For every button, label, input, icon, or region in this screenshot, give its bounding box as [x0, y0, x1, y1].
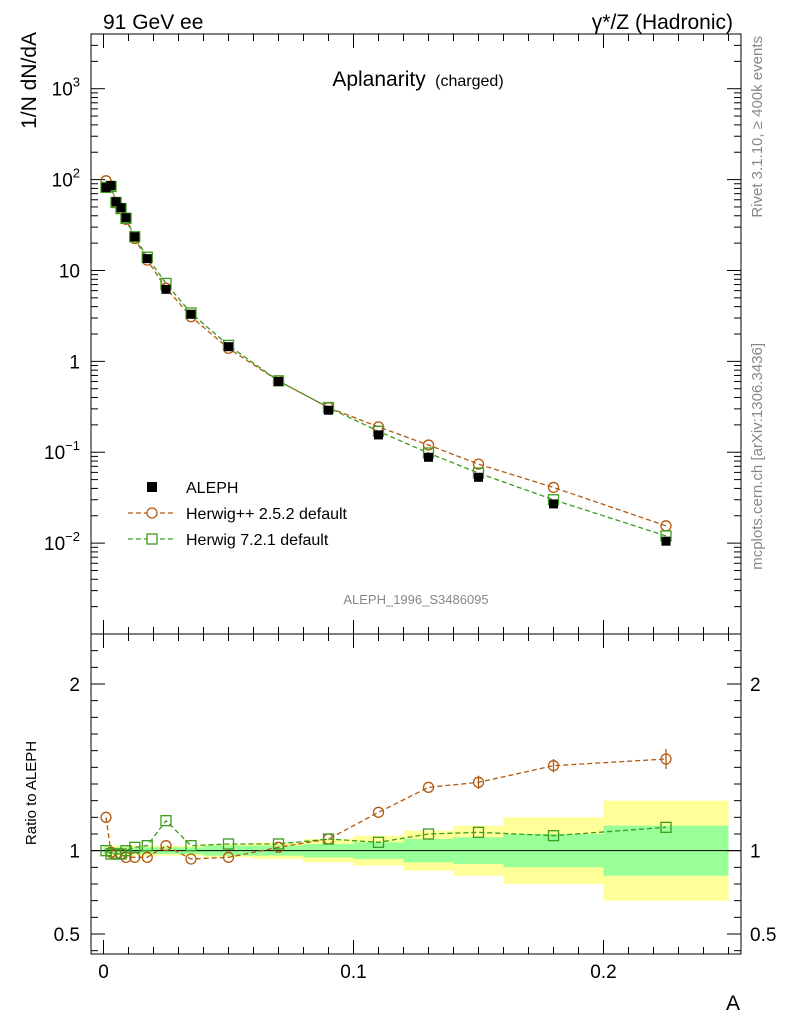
herwig7-ratio-point [222, 838, 235, 850]
herwigpp-ratio-point [160, 840, 172, 852]
y-tick-label: 103 [52, 75, 80, 101]
aleph-point [111, 197, 121, 207]
x-tick-label: 0 [98, 962, 109, 983]
herwigpp-point [547, 481, 560, 494]
x-tick-label: 0.2 [590, 962, 616, 983]
herwigpp-ratio-point [422, 781, 435, 793]
herwig7-ratio-point [422, 828, 435, 840]
aleph-point [424, 452, 433, 462]
main-panel-points [100, 175, 672, 546]
aleph-point [549, 499, 558, 509]
aleph-point [161, 284, 171, 294]
legend-marker-aleph [147, 482, 157, 492]
plot-frames: 0 0.1 0.2 10−2 10−1 1 10 102 103 0.5 0.5 1 1 2 2 [44, 33, 776, 983]
ratio-y-tick-label-right: 1 [750, 842, 761, 863]
herwig7-ratio-point [141, 840, 153, 852]
herwig7-ratio-point [372, 836, 385, 848]
aleph-point [101, 182, 111, 192]
y-tick-label: 102 [52, 166, 80, 192]
x-axis-label: A [726, 992, 740, 1015]
herwigpp-ratio-point [660, 753, 672, 765]
herwig7-ratio-point [129, 841, 141, 853]
ratio-y-axis-label: Ratio to ALEPH [23, 741, 40, 845]
y-tick-label: 10−2 [44, 529, 80, 555]
herwigpp-point [472, 458, 485, 470]
herwig7-ratio-point [472, 826, 485, 838]
legend: ALEPH Herwig++ 2.5.2 default Herwig 7.2.1 … [128, 480, 348, 549]
legend-marker-herwig7 [146, 533, 158, 545]
ratio-y-tick-label-right: 0.5 [750, 925, 776, 946]
rivet-label: Rivet 3.1.10, ≥ 400k events [749, 36, 766, 218]
legend-marker-herwigpp [146, 507, 158, 519]
ratio-y-tick-label: 1 [69, 842, 80, 863]
aleph-point [142, 254, 152, 264]
aleph-point [661, 536, 671, 546]
plot-title: Aplanarity (charged) [332, 68, 503, 91]
herwig7-ratio-point [660, 821, 672, 833]
aleph-point [121, 213, 131, 223]
herwigpp-point [660, 520, 672, 532]
legend-label-0: Herwig++ 2.5.2 default [186, 506, 348, 523]
herwigpp-ratio-point [141, 851, 153, 863]
herwig7-ratio-point [547, 830, 560, 842]
aleph-point [474, 472, 483, 482]
aleph-point [130, 232, 140, 242]
plot-title-main: Aplanarity [332, 68, 426, 91]
herwig7-point [129, 231, 141, 243]
ratio-frame [90, 633, 742, 955]
herwigpp-ratio-point [100, 811, 112, 823]
header-right: γ*/Z (Hadronic) [592, 11, 733, 34]
aleph-point [186, 309, 196, 319]
herwig7-ratio-point [160, 815, 172, 827]
herwigpp-ratio-point [372, 806, 385, 818]
aleph-point [374, 430, 383, 440]
aleph-point [274, 377, 283, 387]
y-tick-label: 10 [59, 261, 80, 282]
mcplots-label: mcplots.cern.ch [arXiv:1306.3436] [749, 343, 766, 570]
header-left: 91 GeV ee [103, 11, 203, 34]
y-tick-label: 1 [69, 352, 80, 373]
aleph-point [116, 203, 126, 213]
plot-title-suffix: (charged) [435, 73, 503, 90]
ratio-panel-points [100, 749, 672, 865]
herwig7-ratio-point [272, 838, 285, 850]
watermark: ALEPH_1996_S3486095 [343, 592, 488, 607]
ratio-y-tick-label: 0.5 [54, 925, 80, 946]
aleph-point [324, 405, 333, 415]
y-tick-label: 10−1 [44, 438, 80, 464]
ratio-y-tick-label: 2 [69, 675, 80, 696]
aleph-point [106, 181, 116, 191]
herwigpp-ratio-point [472, 776, 485, 788]
y-axis-label: 1/N dN/dA [18, 32, 41, 129]
herwigpp-point [422, 439, 435, 451]
legend-label-1: Herwig 7.2.1 default [186, 532, 329, 549]
herwig7-ratio-point [120, 845, 132, 857]
series-line-0 [105, 180, 667, 527]
ratio-y-tick-label-right: 2 [750, 675, 761, 696]
herwig7-ratio-point [322, 833, 335, 845]
herwigpp-ratio-point [185, 853, 197, 865]
herwigpp-ratio-point [222, 851, 235, 863]
legend-label-aleph: ALEPH [186, 480, 238, 497]
x-tick-label: 0.1 [340, 962, 366, 983]
herwig7-ratio-point [185, 840, 197, 852]
aleph-point [224, 342, 233, 352]
herwigpp-ratio-point [547, 760, 560, 772]
ratio-series-line-0 [105, 758, 667, 860]
